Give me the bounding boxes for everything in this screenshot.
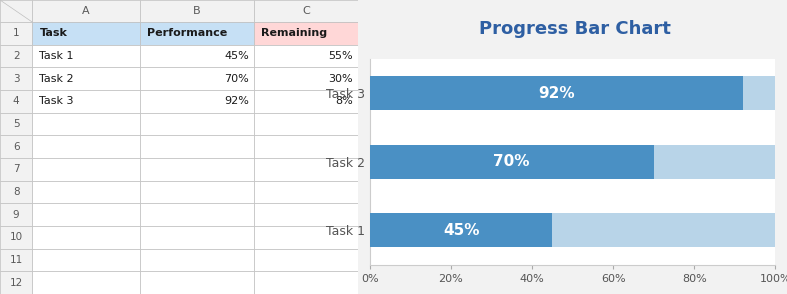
Bar xyxy=(32,22,139,45)
Text: Performance: Performance xyxy=(147,29,227,39)
Bar xyxy=(254,0,358,22)
Bar xyxy=(254,113,358,135)
Bar xyxy=(139,22,254,45)
Text: Remaining: Remaining xyxy=(261,29,327,39)
Bar xyxy=(32,67,139,90)
Bar xyxy=(0,181,32,203)
Bar xyxy=(32,271,139,294)
Bar xyxy=(32,90,139,113)
Bar xyxy=(139,226,254,249)
Text: 70%: 70% xyxy=(493,154,530,169)
Bar xyxy=(32,113,139,135)
Bar xyxy=(139,249,254,271)
Bar xyxy=(139,271,254,294)
Bar xyxy=(0,158,32,181)
Text: 70%: 70% xyxy=(224,74,249,84)
Bar xyxy=(254,22,358,45)
Bar xyxy=(254,249,358,271)
Bar xyxy=(0,135,32,158)
Text: 45%: 45% xyxy=(443,223,479,238)
Bar xyxy=(139,113,254,135)
Bar xyxy=(370,213,552,248)
Bar xyxy=(0,249,32,271)
Bar xyxy=(370,76,743,110)
Text: Task 1: Task 1 xyxy=(39,51,74,61)
Bar xyxy=(139,181,254,203)
Text: Task: Task xyxy=(39,29,67,39)
Bar xyxy=(254,135,358,158)
Text: 10: 10 xyxy=(9,232,23,242)
Bar xyxy=(0,90,32,113)
Bar xyxy=(139,135,254,158)
Text: C: C xyxy=(302,6,310,16)
Text: 8: 8 xyxy=(13,187,20,197)
Bar xyxy=(254,271,358,294)
Bar xyxy=(254,203,358,226)
Text: A: A xyxy=(82,6,90,16)
Bar xyxy=(32,181,139,203)
Text: 11: 11 xyxy=(9,255,23,265)
Text: 7: 7 xyxy=(13,164,20,174)
Bar xyxy=(139,158,254,181)
Text: Task 2: Task 2 xyxy=(39,74,74,84)
Text: 12: 12 xyxy=(9,278,23,288)
Text: 55%: 55% xyxy=(328,51,353,61)
Bar xyxy=(32,135,139,158)
Bar xyxy=(139,0,254,22)
Bar xyxy=(0,67,32,90)
Bar xyxy=(370,213,775,248)
Text: 92%: 92% xyxy=(224,96,249,106)
Bar xyxy=(370,145,775,179)
Bar xyxy=(254,226,358,249)
Text: 2: 2 xyxy=(13,51,20,61)
Bar xyxy=(32,249,139,271)
Text: 45%: 45% xyxy=(224,51,249,61)
Text: 92%: 92% xyxy=(538,86,575,101)
Bar xyxy=(0,113,32,135)
Bar xyxy=(254,90,358,113)
Bar xyxy=(32,203,139,226)
Bar xyxy=(0,45,32,67)
Bar xyxy=(254,67,358,90)
Text: 4: 4 xyxy=(13,96,20,106)
Bar xyxy=(0,271,32,294)
Bar xyxy=(139,67,254,90)
Bar xyxy=(32,45,139,67)
Bar xyxy=(139,90,254,113)
Bar xyxy=(0,203,32,226)
Bar xyxy=(0,22,32,45)
Bar xyxy=(32,0,139,22)
Bar xyxy=(139,203,254,226)
Bar xyxy=(0,226,32,249)
Bar xyxy=(32,226,139,249)
Bar xyxy=(0,0,32,22)
Text: Task 3: Task 3 xyxy=(39,96,74,106)
Text: 9: 9 xyxy=(13,210,20,220)
Bar xyxy=(32,158,139,181)
Bar xyxy=(370,145,654,179)
Bar xyxy=(139,45,254,67)
Text: 5: 5 xyxy=(13,119,20,129)
Bar xyxy=(254,181,358,203)
Text: 30%: 30% xyxy=(328,74,353,84)
Bar xyxy=(254,45,358,67)
Text: 1: 1 xyxy=(13,29,20,39)
Bar xyxy=(370,76,775,110)
Text: B: B xyxy=(193,6,201,16)
Text: Progress Bar Chart: Progress Bar Chart xyxy=(478,20,671,39)
Bar xyxy=(254,158,358,181)
Text: 8%: 8% xyxy=(335,96,353,106)
Text: 3: 3 xyxy=(13,74,20,84)
Text: 6: 6 xyxy=(13,142,20,152)
